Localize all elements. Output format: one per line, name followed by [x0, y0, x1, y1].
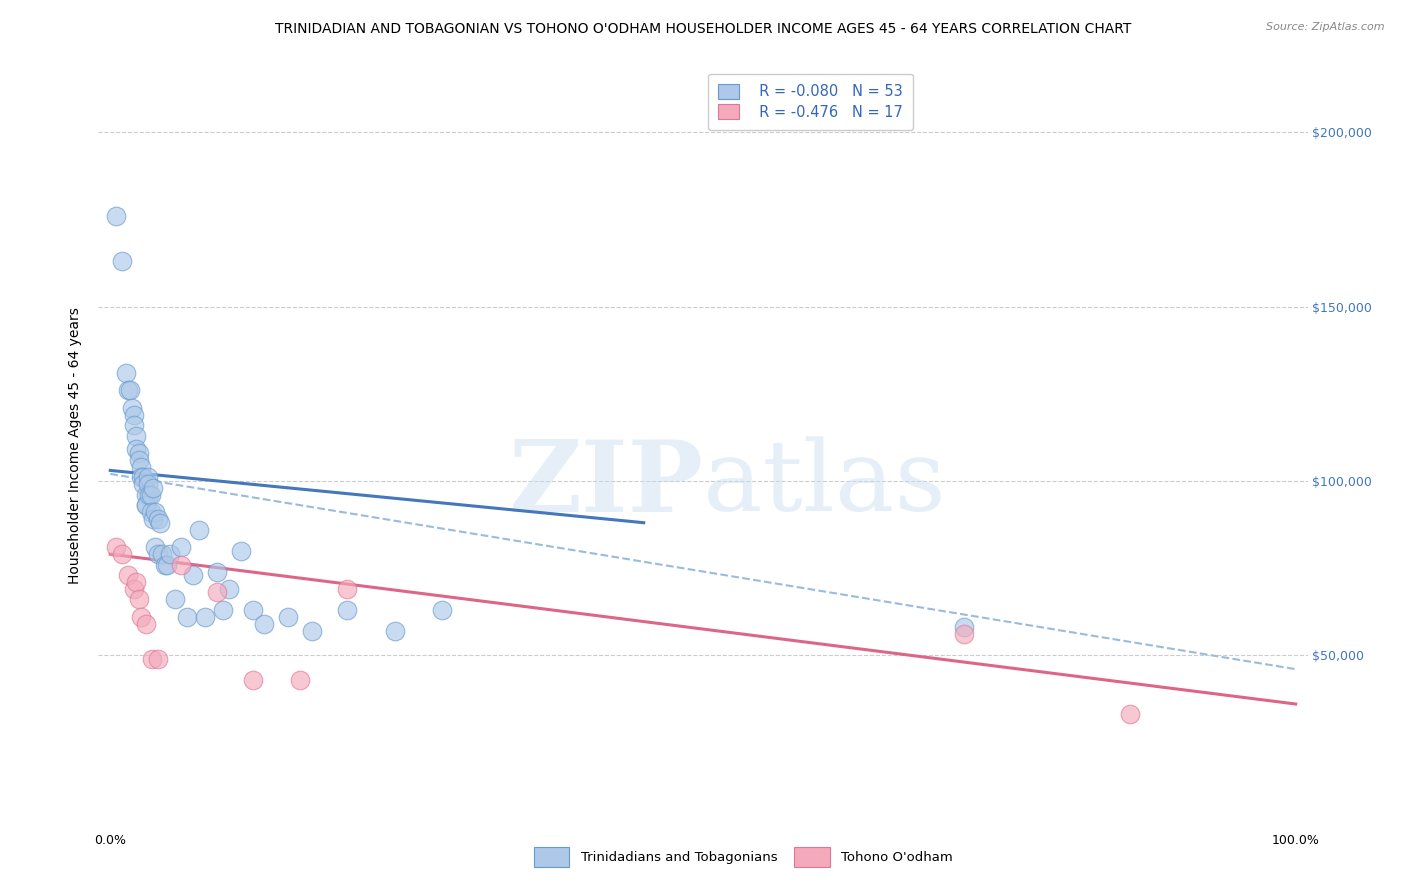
Point — [125, 574, 148, 589]
Point — [253, 616, 276, 631]
Point — [105, 209, 128, 223]
Point — [301, 624, 323, 638]
Point — [139, 488, 162, 502]
Point — [205, 565, 228, 579]
Point — [205, 585, 228, 599]
Text: ZIP: ZIP — [508, 436, 703, 533]
Point — [136, 477, 159, 491]
Point — [277, 610, 299, 624]
Point — [129, 459, 152, 474]
Point — [218, 582, 240, 596]
Y-axis label: Householder Income Ages 45 - 64 years: Householder Income Ages 45 - 64 years — [69, 308, 83, 584]
Point — [143, 505, 166, 519]
Point — [152, 547, 174, 561]
Point — [128, 592, 150, 607]
Point — [142, 481, 165, 495]
Point — [129, 610, 152, 624]
Point — [135, 616, 157, 631]
Point — [142, 512, 165, 526]
Point — [165, 592, 187, 607]
Point — [242, 603, 264, 617]
Text: TRINIDADIAN AND TOBAGONIAN VS TOHONO O'ODHAM HOUSEHOLDER INCOME AGES 45 - 64 YEA: TRINIDADIAN AND TOBAGONIAN VS TOHONO O'O… — [274, 22, 1132, 37]
Point — [125, 442, 148, 457]
Point — [153, 558, 176, 572]
Point — [181, 568, 204, 582]
Point — [212, 603, 235, 617]
Point — [156, 558, 179, 572]
Point — [952, 627, 974, 641]
Point — [138, 488, 160, 502]
Point — [170, 558, 193, 572]
Point — [105, 540, 128, 554]
Point — [120, 383, 142, 397]
Point — [336, 582, 359, 596]
Point — [149, 516, 172, 530]
Point — [288, 673, 311, 687]
Point — [135, 498, 157, 512]
Point — [139, 505, 162, 519]
Point — [114, 366, 136, 380]
Point — [117, 568, 139, 582]
Point — [132, 470, 155, 484]
Point — [432, 603, 454, 617]
Point — [146, 512, 169, 526]
Point — [146, 547, 169, 561]
Point — [141, 651, 163, 665]
Point — [188, 523, 211, 537]
Point — [121, 401, 143, 415]
Text: atlas: atlas — [703, 436, 946, 533]
Point — [117, 383, 139, 397]
Point — [111, 254, 134, 268]
Point — [122, 582, 145, 596]
Point — [1119, 707, 1142, 722]
Text: Tohono O'odham: Tohono O'odham — [841, 851, 952, 863]
Point — [176, 610, 198, 624]
Point — [122, 418, 145, 433]
Point — [194, 610, 217, 624]
Point — [135, 498, 157, 512]
Point — [952, 620, 974, 634]
Point — [143, 540, 166, 554]
Point — [229, 543, 252, 558]
Point — [170, 540, 193, 554]
Point — [129, 470, 152, 484]
Point — [159, 547, 181, 561]
Legend:   R = -0.080   N = 53,   R = -0.476   N = 17: R = -0.080 N = 53, R = -0.476 N = 17 — [709, 73, 914, 130]
Point — [136, 470, 159, 484]
Point — [135, 488, 157, 502]
Point — [125, 428, 148, 442]
Point — [128, 446, 150, 460]
Point — [384, 624, 406, 638]
Point — [146, 651, 169, 665]
Point — [122, 408, 145, 422]
Text: Trinidadians and Tobagonians: Trinidadians and Tobagonians — [581, 851, 778, 863]
Point — [128, 453, 150, 467]
Text: Source: ZipAtlas.com: Source: ZipAtlas.com — [1267, 22, 1385, 32]
Point — [132, 477, 155, 491]
Point — [242, 673, 264, 687]
Point — [111, 547, 134, 561]
Point — [336, 603, 359, 617]
